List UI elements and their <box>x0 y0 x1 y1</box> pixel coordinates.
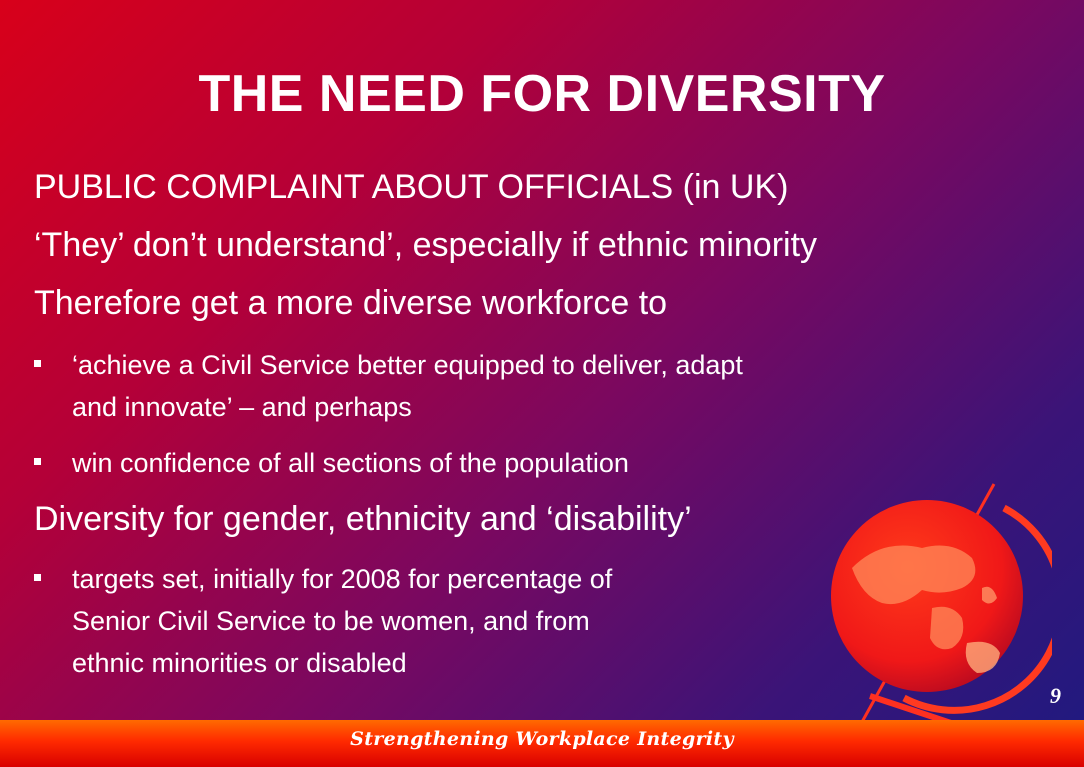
bullet-text-continued: Senior Civil Service to be women, and fr… <box>72 606 590 636</box>
text-diversity-gender: Diversity for gender, ethnicity and ‘dis… <box>34 500 692 538</box>
footer-bar: Strengthening Workplace Integrity <box>0 720 1084 767</box>
text-diverse-workforce: Therefore get a more diverse workforce t… <box>34 284 668 322</box>
bullet-text: ‘achieve a Civil Service better equipped… <box>72 350 743 380</box>
bullet-marker <box>34 360 41 367</box>
bullet-text-continued: ethnic minorities or disabled <box>72 648 407 678</box>
heading-public-complaint: PUBLIC COMPLAINT ABOUT OFFICIALS (in UK) <box>34 168 789 206</box>
bullet-marker <box>34 458 41 465</box>
text-they-dont-understand: ‘They’ don’t understand’, especially if … <box>34 226 818 264</box>
bullet-text: targets set, initially for 2008 for perc… <box>72 564 613 594</box>
slide-title: THE NEED FOR DIVERSITY <box>198 65 886 123</box>
page-number: 9 <box>1050 683 1061 708</box>
globe-icon <box>831 483 1052 728</box>
bullet-marker <box>34 574 41 581</box>
footer-text: Strengthening Workplace Integrity <box>350 728 734 750</box>
bullet-text-continued: and innovate’ – and perhaps <box>72 392 412 422</box>
bullet-text: win confidence of all sections of the po… <box>72 448 629 478</box>
